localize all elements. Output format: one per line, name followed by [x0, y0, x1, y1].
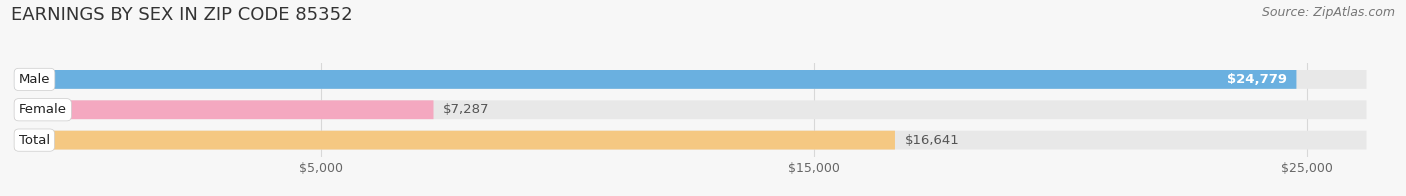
Text: EARNINGS BY SEX IN ZIP CODE 85352: EARNINGS BY SEX IN ZIP CODE 85352	[11, 6, 353, 24]
Text: $7,287: $7,287	[443, 103, 489, 116]
FancyBboxPatch shape	[15, 70, 1296, 89]
Text: Male: Male	[18, 73, 51, 86]
Text: Total: Total	[18, 134, 49, 147]
Text: Female: Female	[18, 103, 66, 116]
FancyBboxPatch shape	[15, 100, 433, 119]
Text: $16,641: $16,641	[905, 134, 959, 147]
FancyBboxPatch shape	[15, 131, 896, 150]
Text: Source: ZipAtlas.com: Source: ZipAtlas.com	[1261, 6, 1395, 19]
FancyBboxPatch shape	[15, 70, 1367, 89]
Text: $24,779: $24,779	[1226, 73, 1286, 86]
FancyBboxPatch shape	[15, 131, 1367, 150]
FancyBboxPatch shape	[15, 100, 1367, 119]
